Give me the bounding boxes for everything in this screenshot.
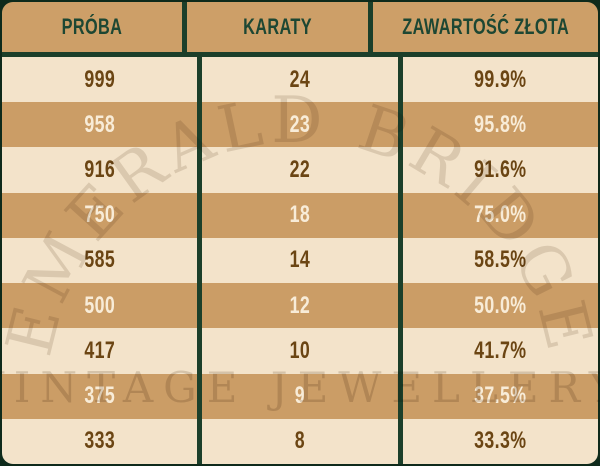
proba-value: 958 [84, 110, 116, 138]
cell-proba: 958 [2, 102, 198, 148]
proba-value: 585 [84, 246, 116, 274]
header-cell-proba: PRÓBA [2, 2, 183, 52]
header-label-proba: PRÓBA [61, 14, 123, 39]
zawartosc-value: 58.5% [474, 246, 527, 274]
karaty-value: 8 [294, 427, 306, 455]
cell-proba: 333 [2, 418, 198, 464]
table-row: 999 24 99.9% [2, 57, 598, 103]
cell-proba: 417 [2, 328, 198, 374]
zawartosc-value: 41.7% [474, 336, 527, 364]
proba-value: 375 [84, 382, 116, 410]
cell-karaty: 23 [202, 102, 398, 148]
karaty-value: 14 [289, 246, 311, 274]
karaty-value: 10 [289, 336, 311, 364]
cell-zawartosc: 91.6% [402, 147, 598, 193]
proba-value: 916 [84, 156, 116, 184]
table-body: 999 24 99.9% 958 23 95.8% 916 22 91.6% 7… [2, 57, 598, 464]
cell-karaty: 24 [202, 57, 398, 103]
cell-zawartosc: 75.0% [402, 192, 598, 238]
table-row: 585 14 58.5% [2, 237, 598, 284]
cell-karaty: 14 [202, 237, 398, 284]
table-row: 750 18 75.0% [2, 192, 598, 238]
zawartosc-value: 91.6% [474, 156, 527, 184]
karaty-value: 12 [289, 291, 311, 319]
zawartosc-value: 50.0% [474, 291, 527, 319]
cell-zawartosc: 99.9% [402, 57, 598, 103]
zawartosc-value: 95.8% [474, 110, 527, 138]
proba-value: 417 [84, 336, 116, 364]
cell-zawartosc: 95.8% [402, 102, 598, 148]
table-row: 375 9 37.5% [2, 373, 598, 419]
cell-proba: 999 [2, 57, 198, 103]
cell-zawartosc: 50.0% [402, 283, 598, 329]
cell-zawartosc: 41.7% [402, 328, 598, 374]
cell-proba: 916 [2, 147, 198, 193]
cell-zawartosc: 33.3% [402, 418, 598, 464]
karaty-value: 23 [289, 110, 311, 138]
table-row: 500 12 50.0% [2, 283, 598, 329]
zawartosc-value: 75.0% [474, 201, 527, 229]
table-row: 417 10 41.7% [2, 328, 598, 374]
cell-proba: 585 [2, 237, 198, 284]
header-label-zawartosc-zlota: ZAWARTOŚĆ ZŁOTA [401, 14, 569, 39]
cell-karaty: 22 [202, 147, 398, 193]
cell-karaty: 10 [202, 328, 398, 374]
zawartosc-value: 37.5% [474, 382, 527, 410]
cell-karaty: 12 [202, 283, 398, 329]
cell-karaty: 8 [202, 418, 398, 464]
cell-proba: 375 [2, 373, 198, 419]
karaty-value: 24 [289, 65, 311, 93]
cell-zawartosc: 58.5% [402, 237, 598, 284]
table-row: 333 8 33.3% [2, 418, 598, 464]
cell-karaty: 18 [202, 192, 398, 238]
cell-proba: 500 [2, 283, 198, 329]
proba-value: 333 [84, 427, 116, 455]
header-cell-zawartosc-zlota: ZAWARTOŚĆ ZŁOTA [372, 2, 598, 52]
table-header-row: PRÓBA KARATY ZAWARTOŚĆ ZŁOTA [2, 2, 598, 52]
header-cell-karaty: KARATY [187, 2, 368, 52]
karaty-value: 22 [289, 156, 311, 184]
cell-zawartosc: 37.5% [402, 373, 598, 419]
zawartosc-value: 99.9% [474, 65, 527, 93]
proba-value: 999 [84, 65, 116, 93]
proba-value: 750 [84, 201, 116, 229]
header-label-karaty: KARATY [242, 14, 312, 39]
zawartosc-value: 33.3% [474, 427, 527, 455]
cell-karaty: 9 [202, 373, 398, 419]
table-row: 958 23 95.8% [2, 102, 598, 148]
proba-value: 500 [84, 291, 116, 319]
karaty-value: 9 [294, 382, 306, 410]
table-row: 916 22 91.6% [2, 147, 598, 193]
cell-proba: 750 [2, 192, 198, 238]
karaty-value: 18 [289, 201, 311, 229]
